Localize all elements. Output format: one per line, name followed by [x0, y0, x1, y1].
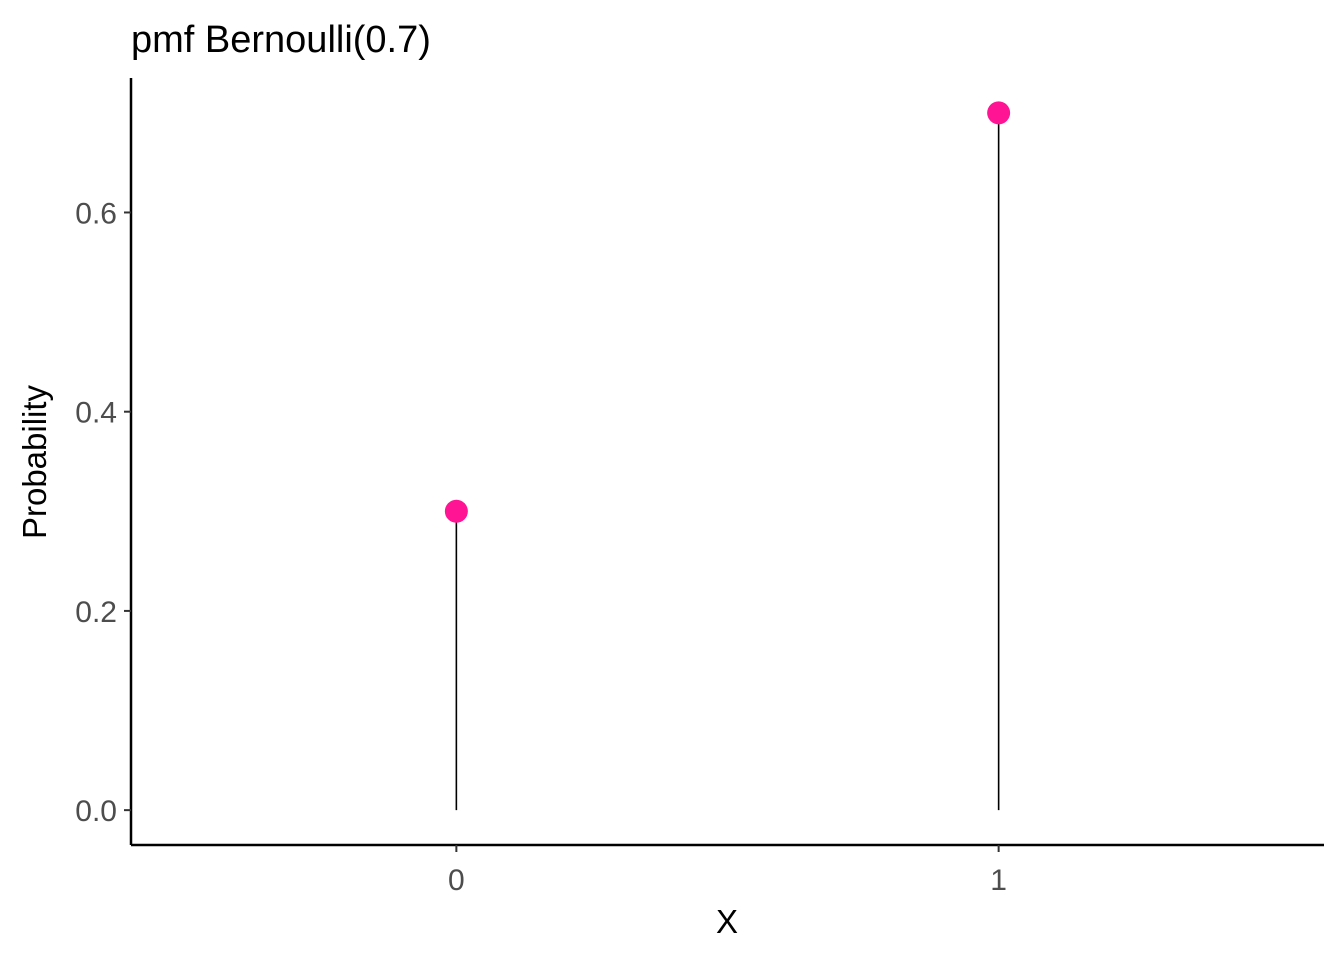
stems [455, 112, 1000, 811]
data-point [987, 101, 1011, 125]
x-tick-label: 0 [448, 864, 465, 897]
y-tick-label: 0.4 [75, 397, 117, 430]
data-point [444, 499, 468, 523]
y-tick-label: 0.0 [75, 795, 117, 828]
x-axis-title: X [716, 903, 738, 940]
y-tick-label: 0.2 [75, 596, 117, 629]
points [444, 101, 1011, 523]
y-tick-label: 0.6 [75, 197, 117, 230]
chart-title: pmf Bernoulli(0.7) [131, 19, 431, 61]
y-axis: 0.0 0.2 0.4 0.6 [75, 78, 133, 845]
y-axis-title: Probability [16, 384, 53, 539]
x-tick-label: 1 [990, 864, 1007, 897]
